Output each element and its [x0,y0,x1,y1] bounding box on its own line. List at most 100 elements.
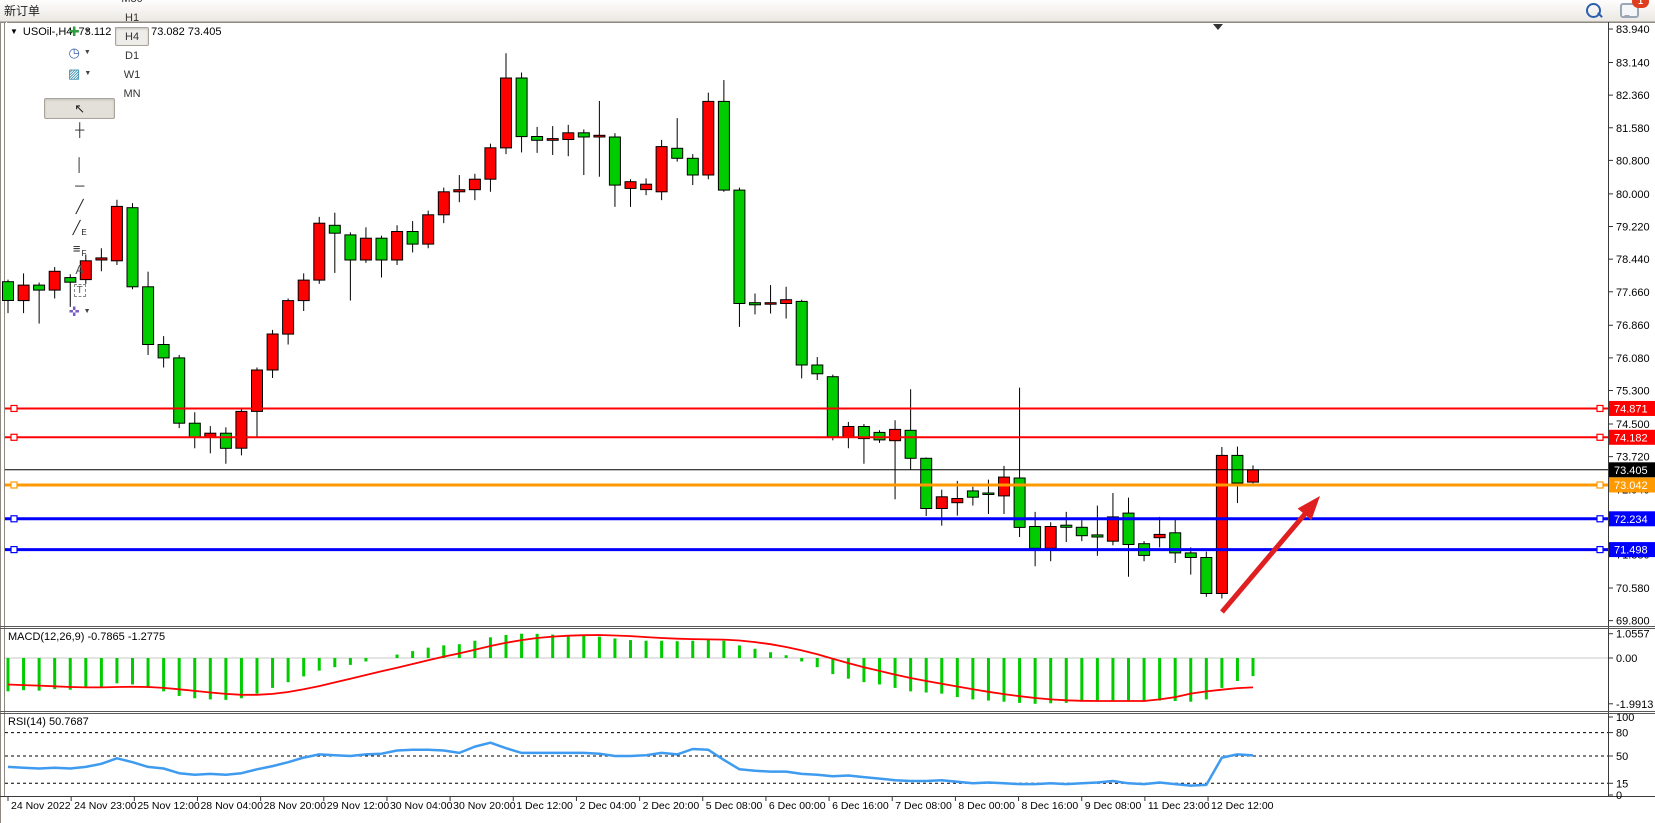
svg-text:1.0557: 1.0557 [1616,629,1650,641]
macd-signal-line [7,634,1254,702]
vertical-line-icon: │ [75,157,84,172]
price-tag-text: 73.405 [1614,465,1648,477]
price-tag-text: 74.871 [1614,403,1648,415]
timeframe-h1-button[interactable]: H1 [125,11,140,24]
cursor-icon: ↖ [74,101,86,116]
notification-badge: 1 [1632,0,1649,8]
svg-text:28 Nov 20:00: 28 Nov 20:00 [264,800,327,812]
crosshair-button[interactable]: ┼ [44,119,115,140]
svg-text:15: 15 [1616,778,1628,790]
svg-text:8 Dec 16:00: 8 Dec 16:00 [1022,800,1079,812]
svg-text:80.800: 80.800 [1616,155,1650,167]
fibonacci-icon-sub: F [81,249,87,258]
svg-text:79.220: 79.220 [1616,222,1650,234]
trend-arrow[interactable] [1220,496,1320,614]
svg-text:70.580: 70.580 [1616,583,1650,595]
fibonacci-icon: ≡ [72,241,81,256]
price-tag-73.405 [1609,462,1655,478]
timeframe-mn-button[interactable]: MN [123,87,141,100]
svg-text:83.940: 83.940 [1616,24,1650,36]
indicators-icon: ▨ [68,66,81,81]
macd-histogram [6,633,1255,704]
new-order-button[interactable]: 新订单 [0,0,44,21]
equidistant-channel-button[interactable]: ╱ E [44,217,115,238]
svg-text:80.000: 80.000 [1616,189,1650,201]
svg-text:76.860: 76.860 [1616,320,1650,332]
svg-text:50: 50 [1616,751,1628,763]
chart-shift-button[interactable]: ⇤ [44,0,115,7]
search-icon [1585,3,1601,18]
horizontal-line-icon: ─ [75,178,85,193]
dropdown-arrow-icon: ▼ [84,70,92,77]
svg-text:75.300: 75.300 [1616,386,1650,398]
svg-text:1 Dec 12:00: 1 Dec 12:00 [516,800,573,812]
price-chart-canvas[interactable]: 83.940 83.140 82.360 81.580 80.800 80.000 79.2… [0,22,1655,823]
svg-text:24 Nov 23:00: 24 Nov 23:00 [74,800,137,812]
candles [2,53,1259,599]
text-label-icon: T [73,284,86,297]
toolbar: 新订单 ◆☻◉◩自动交易⊪◫∿⊕⊖▦⇉⇤✚▼◷▼▨▼↖┼│─╱╱E≡FAT✜▼ … [0,0,1655,318]
price-tag-text: 74.182 [1614,432,1648,444]
svg-text:9 Dec 08:00: 9 Dec 08:00 [1085,800,1142,812]
svg-text:78.440: 78.440 [1616,254,1650,266]
vertical-line-button[interactable]: │ [44,154,115,175]
shift-marker-icon[interactable] [1213,24,1223,30]
svg-text:74.500: 74.500 [1616,419,1650,431]
cursor-button[interactable]: ↖ [44,98,116,119]
svg-text:-1.9913: -1.9913 [1616,699,1653,711]
trendline-button[interactable]: ╱ [44,196,115,217]
rsi-line [7,741,1254,787]
svg-text:83.140: 83.140 [1616,57,1650,69]
timeframe-d1-button[interactable]: D1 [125,49,140,62]
notifications-button[interactable]: 1 [1615,0,1649,21]
price-tag-71.498 [1609,542,1655,558]
price-tag-74.182 [1609,429,1655,445]
timeframe-m30-button[interactable]: M30 [115,0,148,8]
indicators-button[interactable]: ▨ ▼ [44,63,115,84]
svg-text:7 Dec 08:00: 7 Dec 08:00 [895,800,952,812]
price-tag-73.042 [1609,477,1655,493]
svg-text:28 Nov 04:00: 28 Nov 04:00 [200,800,263,812]
trendline-icon: ╱ [75,199,84,214]
new-chart-button[interactable]: ✚ ▼ [44,21,115,42]
svg-text:100: 100 [1616,712,1634,724]
svg-text:77.660: 77.660 [1616,287,1650,299]
svg-text:6 Dec 00:00: 6 Dec 00:00 [769,800,826,812]
svg-text:2 Dec 04:00: 2 Dec 04:00 [579,800,636,812]
horizontal-line-button[interactable]: ─ [44,175,115,196]
timeframe-h4-button[interactable]: H4 [115,27,149,46]
dropdown-arrow-icon: ▼ [83,49,91,56]
timeframe-w1-button[interactable]: W1 [123,68,141,81]
period-clock-button[interactable]: ◷ ▼ [44,42,115,63]
svg-text:0.00: 0.00 [1616,653,1637,665]
fibonacci-button[interactable]: ≡ F [44,238,115,259]
svg-text:8 Dec 00:00: 8 Dec 00:00 [958,800,1015,812]
crosshair-icon: ┼ [75,122,85,137]
svg-text:30 Nov 20:00: 30 Nov 20:00 [453,800,516,812]
dropdown-arrow-icon: ▼ [83,308,91,315]
price-tag-text: 71.498 [1614,545,1648,557]
new-chart-icon: ✚ [68,24,80,39]
dropdown-arrow-icon: ▼ [83,28,91,35]
svg-text:2 Dec 20:00: 2 Dec 20:00 [643,800,700,812]
text-button[interactable]: A [44,259,115,280]
chart-shift-icon: ⇤ [74,0,85,3]
svg-text:30 Nov 04:00: 30 Nov 04:00 [390,800,453,812]
text-label-button[interactable]: T [44,280,115,301]
svg-text:11 Dec 23:00: 11 Dec 23:00 [1148,800,1210,812]
arrows-button[interactable]: ✜ ▼ [44,301,115,322]
svg-text:81.580: 81.580 [1616,123,1650,135]
svg-text:69.800: 69.800 [1616,616,1650,628]
svg-text:25 Nov 12:00: 25 Nov 12:00 [137,800,200,812]
new-order-label: 新订单 [4,4,41,18]
svg-text:5 Dec 08:00: 5 Dec 08:00 [706,800,763,812]
search-button[interactable] [1579,0,1607,21]
equidistant-channel-icon-sub: E [81,228,87,237]
svg-text:80: 80 [1616,728,1628,740]
price-tag-text: 72.234 [1614,514,1648,526]
price-tag-74.871 [1609,400,1655,416]
price-tag-text: 73.042 [1614,480,1648,492]
text-icon: A [75,262,84,277]
arrows-icon: ✜ [68,304,80,319]
